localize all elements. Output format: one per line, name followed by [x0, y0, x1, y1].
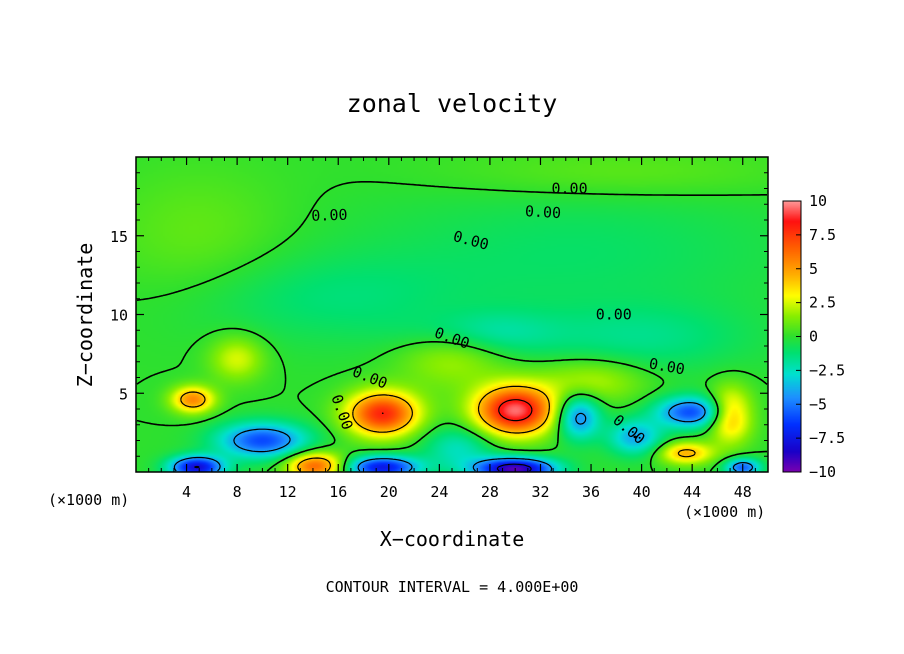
- x-tick-label: 12: [279, 483, 297, 501]
- contour-level: [136, 181, 768, 472]
- contour-label: 0.00: [311, 206, 348, 225]
- colorbar-tick-label: −5: [809, 395, 827, 413]
- colorbar-tick-label: 7.5: [809, 226, 836, 244]
- x-tick-label: 8: [233, 483, 242, 501]
- colorbar-tick-label: 2.5: [809, 294, 836, 312]
- x-tick-label: 40: [633, 483, 651, 501]
- x-tick-label: 48: [734, 483, 752, 501]
- x-unit-left: (×1000 m): [48, 491, 129, 509]
- colorbar-tick-label: 5: [809, 260, 818, 278]
- x-tick-label: 44: [683, 483, 701, 501]
- contour-labels: 0.000.000.000.000.000.000.000.000.000.00: [311, 180, 686, 448]
- contour-level: [194, 463, 532, 472]
- contour-label: 0.00: [596, 306, 632, 324]
- colorbar: 10 7.5 5 2.5 0 −2.5 −5 −7.5 −10: [782, 192, 845, 481]
- y-axis-title: Z−coordinate: [73, 243, 97, 388]
- colorbar-tick-label: 0: [809, 328, 818, 346]
- x-unit-right: (×1000 m): [684, 503, 765, 521]
- velocity-field: [136, 157, 768, 472]
- colorbar-tick-label: −10: [809, 463, 836, 481]
- contour-level: [381, 399, 533, 422]
- contour-label: 0.00: [551, 180, 587, 198]
- x-tick-label: 20: [380, 483, 398, 501]
- contour-level: [173, 402, 754, 472]
- colorbar-tick-label: −7.5: [809, 429, 845, 447]
- x-axis-title: X−coordinate: [380, 527, 525, 551]
- y-tick-label: 10: [110, 307, 128, 325]
- colorbar-ticks: 10 7.5 5 2.5 0 −2.5 −5 −7.5 −10: [796, 192, 845, 481]
- colorbar-tick-label: −2.5: [809, 361, 845, 379]
- contour-label: 0.00: [524, 202, 561, 222]
- y-tick-label: 5: [119, 385, 128, 403]
- y-tick-label: 15: [110, 228, 128, 246]
- x-tick-label: 28: [481, 483, 499, 501]
- x-tick-label: 36: [582, 483, 600, 501]
- plot-area: 0.000.000.000.000.000.000.000.000.000.00: [135, 156, 769, 473]
- x-tick-label: 4: [182, 483, 191, 501]
- y-axis-ticks: 5 10 15: [110, 172, 768, 457]
- colorbar-tick-label: 10: [809, 192, 827, 210]
- contour-interval-note: CONTOUR INTERVAL = 4.000E+00: [326, 578, 579, 596]
- chart-title: zonal velocity: [347, 89, 558, 118]
- x-tick-label: 32: [531, 483, 549, 501]
- contour-label: 0.00: [648, 354, 687, 378]
- x-tick-label: 24: [430, 483, 448, 501]
- contour-lines: [136, 181, 768, 472]
- x-tick-label: 16: [329, 483, 347, 501]
- x-axis-ticks: 4 8 12 16 20 24 28 32 36 40 44 48: [148, 157, 756, 501]
- contour-level: [180, 385, 696, 472]
